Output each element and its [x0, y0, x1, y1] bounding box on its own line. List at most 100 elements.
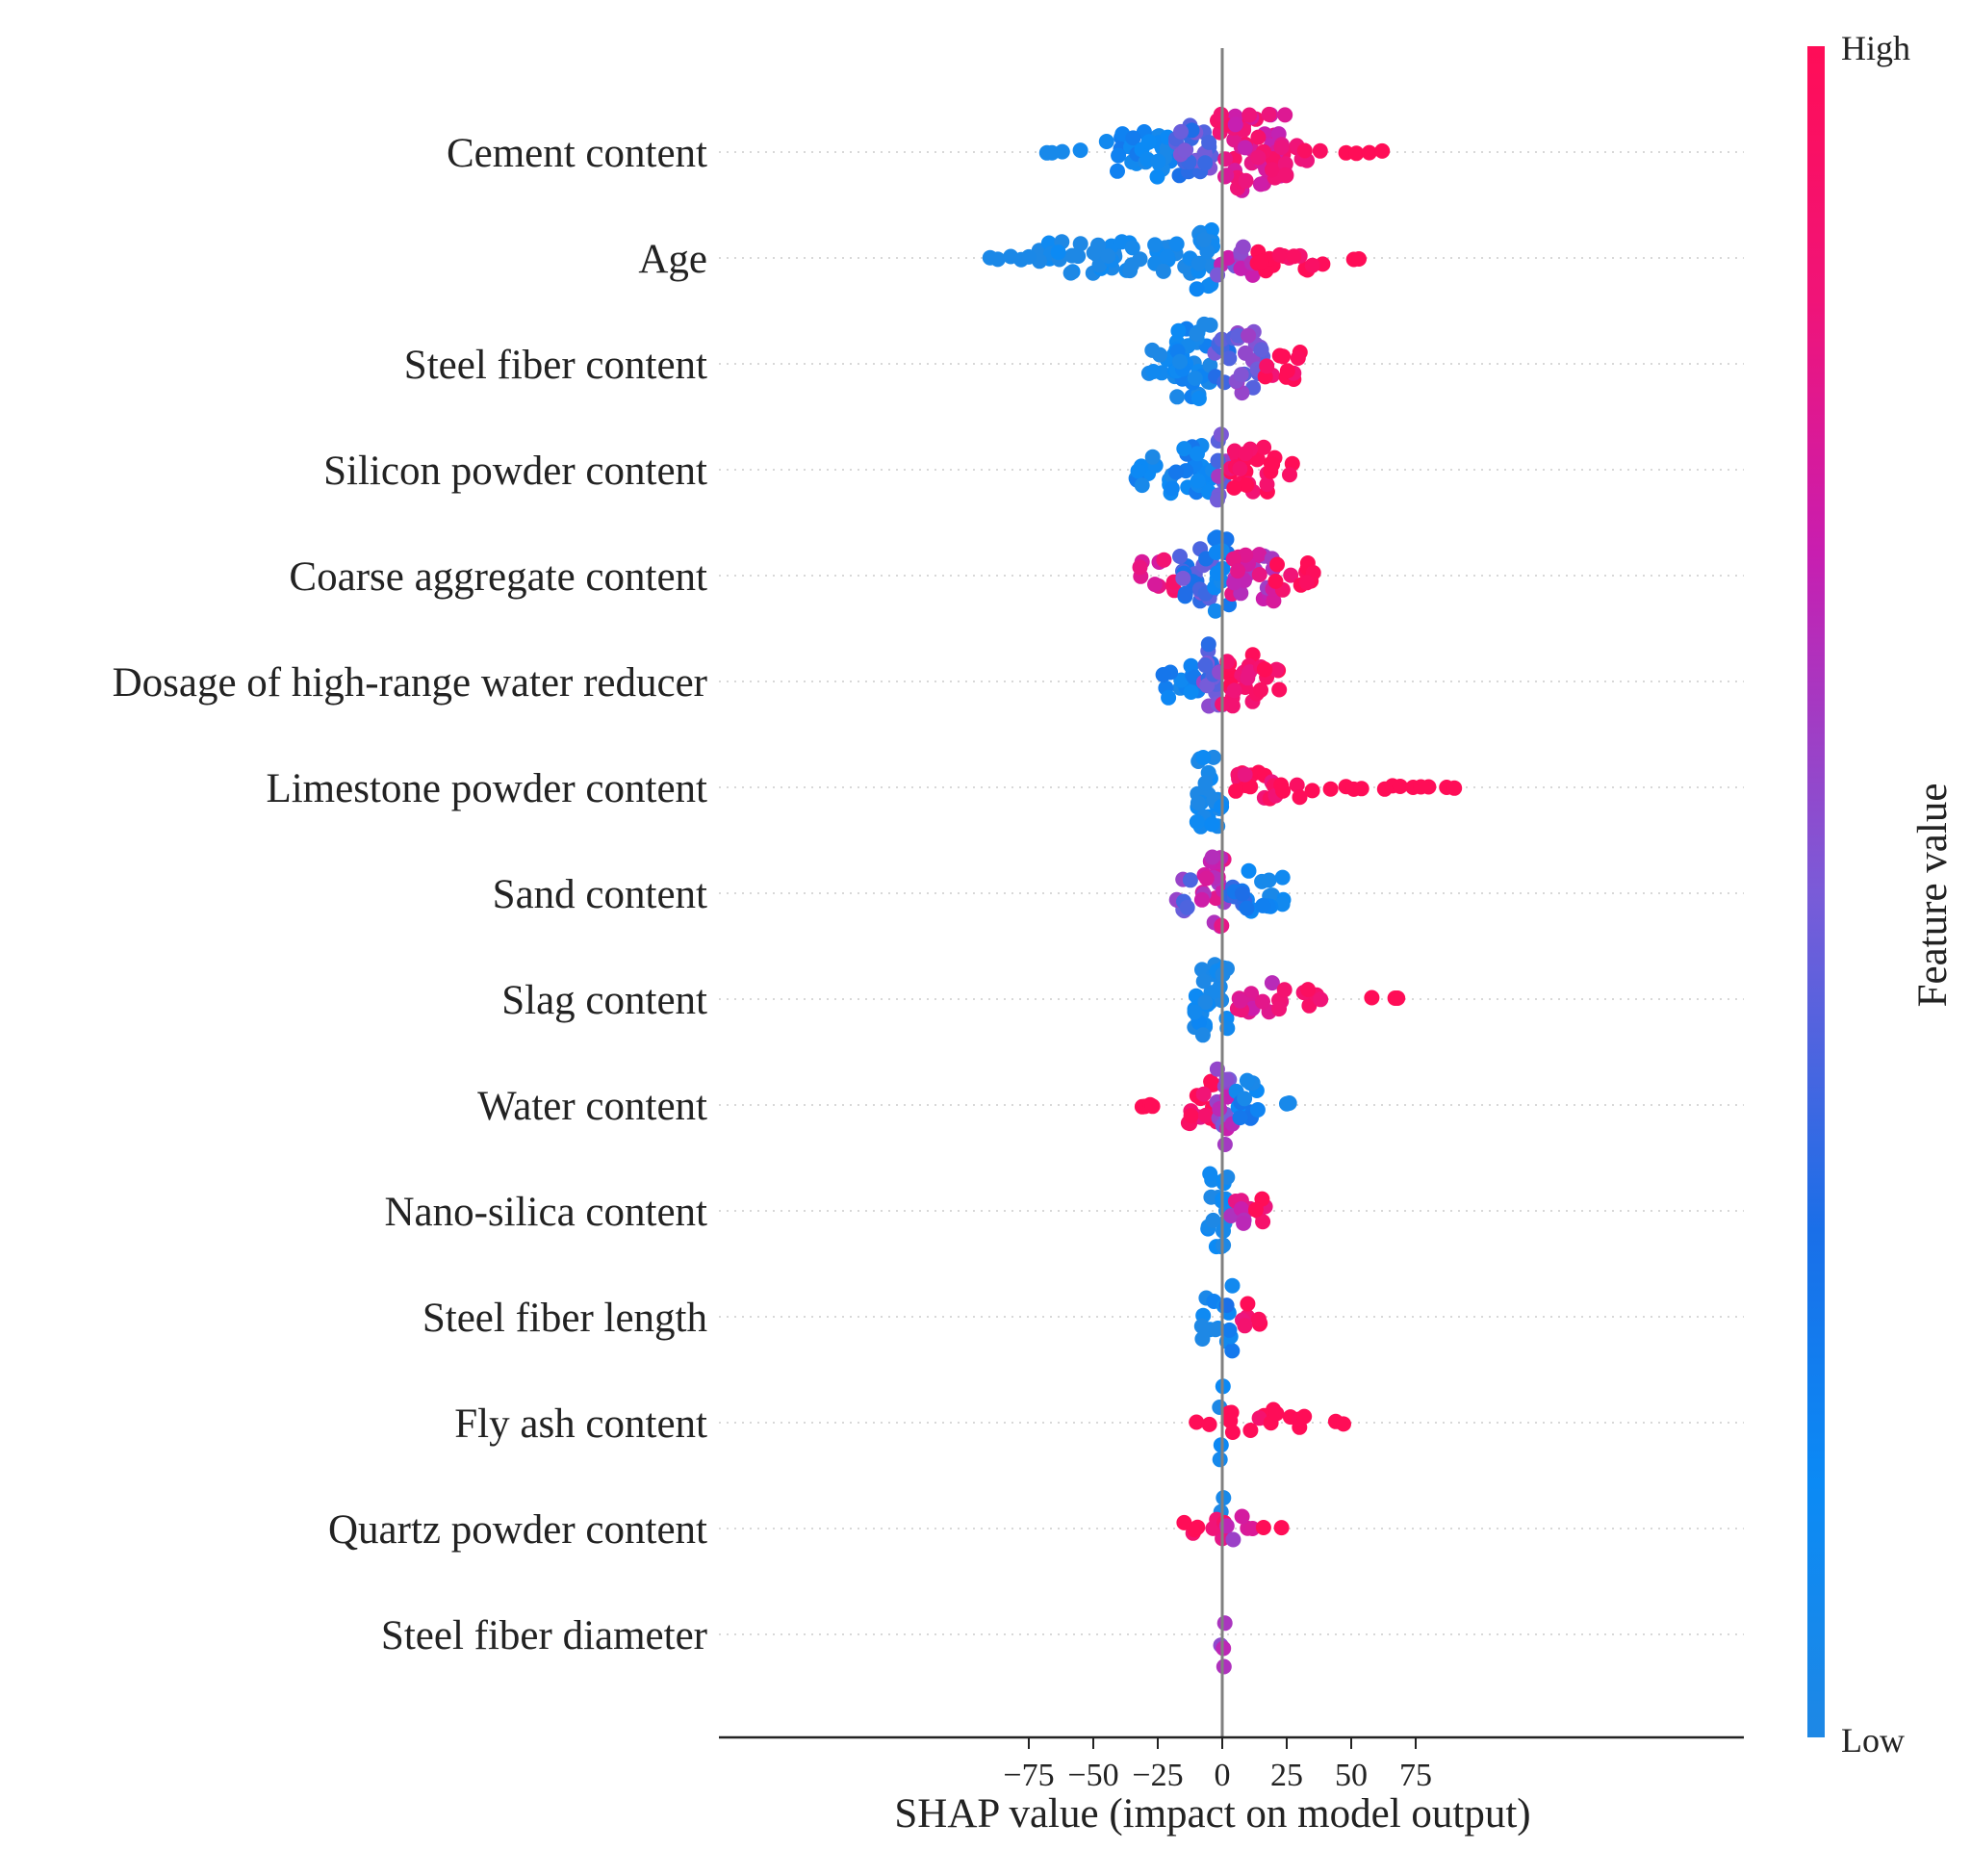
feature-row-dosage-of-high-range-water-reducer	[1155, 636, 1288, 714]
shap-point	[1208, 545, 1224, 560]
shap-point	[1271, 246, 1288, 263]
shap-point-outlier	[1201, 1416, 1217, 1432]
shap-point-outlier	[1336, 1416, 1351, 1432]
shap-point	[1189, 813, 1205, 830]
shap-point	[1282, 467, 1297, 483]
shap-point	[1198, 870, 1215, 887]
shap-point	[1125, 130, 1141, 146]
shap-point	[1313, 991, 1329, 1008]
shap-point	[1242, 779, 1259, 795]
shap-point	[1227, 116, 1243, 133]
shap-point-outlier	[1361, 144, 1377, 161]
shap-point	[1238, 172, 1254, 189]
shap-point	[1277, 156, 1293, 172]
shap-point	[1224, 1277, 1241, 1294]
shap-point	[1200, 278, 1216, 295]
x-tick-label: 25	[1270, 1758, 1303, 1793]
feature-row-fly-ash-content	[1189, 1378, 1351, 1468]
shap-point	[1234, 1508, 1250, 1525]
shap-point	[1197, 775, 1214, 791]
shap-point	[1190, 391, 1207, 406]
shap-point	[1194, 962, 1210, 978]
shap-point	[1275, 783, 1292, 799]
shap-point	[1268, 1405, 1285, 1422]
feature-label-slag-content: Slag content	[501, 978, 707, 1023]
shap-point-outlier	[1296, 142, 1313, 159]
shap-point	[1150, 153, 1166, 169]
shap-point	[1197, 1107, 1214, 1123]
shap-point	[1100, 248, 1116, 264]
shap-point	[1237, 1091, 1253, 1107]
feature-row-slag-content	[1187, 957, 1406, 1043]
shap-point	[1276, 982, 1293, 998]
shap-point	[1183, 684, 1199, 700]
shap-point	[1238, 547, 1254, 563]
shap-point	[1199, 678, 1216, 694]
shap-point	[1256, 439, 1272, 455]
x-tick-label: −75	[1003, 1758, 1054, 1793]
shap-point	[1203, 1073, 1219, 1090]
shap-point	[1176, 441, 1192, 457]
shap-point	[1255, 993, 1270, 1010]
shap-point	[1201, 134, 1217, 150]
colorbar-low-label: Low	[1841, 1721, 1905, 1760]
shap-point	[1238, 345, 1253, 361]
shap-point	[1187, 1004, 1203, 1020]
shap-point	[1239, 900, 1255, 916]
shap-point	[1149, 168, 1165, 185]
feature-row-silicon-powder-content	[1128, 426, 1300, 508]
shap-point	[1283, 567, 1299, 583]
feature-row-cement-content	[1038, 106, 1391, 198]
shap-point-outlier	[1348, 145, 1365, 162]
shap-point	[1212, 1101, 1228, 1117]
shap-point	[1273, 140, 1290, 155]
shap-point	[1200, 636, 1216, 653]
shap-point	[1194, 1027, 1211, 1043]
shap-point	[1216, 1658, 1232, 1675]
shap-point	[1193, 1318, 1210, 1334]
feature-row-nano-silica-content	[1200, 1166, 1273, 1255]
colorbar-high-label: High	[1841, 29, 1910, 67]
shap-point	[1086, 244, 1102, 261]
shap-point	[1274, 869, 1291, 886]
shap-point	[1062, 265, 1079, 281]
feature-label-steel-fiber-diameter: Steel fiber diameter	[381, 1613, 707, 1658]
shap-point	[1265, 162, 1280, 178]
shap-point	[1239, 1072, 1255, 1089]
shap-point	[1239, 477, 1255, 493]
shap-point	[1298, 575, 1315, 591]
shap-point	[1175, 570, 1191, 586]
shap-point	[1226, 682, 1242, 699]
shap-point	[1098, 134, 1114, 149]
shap-point	[1195, 973, 1212, 989]
feature-row-coarse-aggregate-content	[1132, 529, 1321, 619]
shap-point	[1251, 1410, 1267, 1426]
row-gridlines	[719, 151, 1744, 1635]
shap-point	[1155, 263, 1171, 279]
shap-point	[1232, 1110, 1248, 1126]
shap-point-outlier	[1255, 1520, 1271, 1535]
shap-point	[1177, 142, 1193, 159]
shap-point	[1134, 477, 1150, 494]
shap-point	[1155, 667, 1171, 682]
shap-point	[1197, 155, 1214, 171]
shap-point	[1216, 374, 1233, 391]
shap-point	[1190, 473, 1206, 489]
feature-row-limestone-powder-content	[1189, 749, 1463, 835]
shap-point	[1140, 134, 1157, 150]
x-axis-title: SHAP value (impact on model output)	[894, 1791, 1530, 1837]
shap-point	[1124, 240, 1140, 256]
shap-point	[1070, 248, 1087, 265]
shap-point	[1204, 849, 1220, 865]
shap-point	[1269, 556, 1285, 573]
shap-point-outlier	[1273, 1520, 1290, 1536]
shap-point	[1226, 575, 1242, 591]
shap-point	[1257, 661, 1273, 678]
shap-point	[1253, 342, 1269, 358]
shap-point-outlier	[1189, 1414, 1205, 1430]
shap-point-outlier	[1421, 779, 1437, 795]
shap-point	[1183, 1108, 1199, 1124]
shap-point	[1187, 370, 1203, 386]
feature-label-nano-silica-content: Nano-silica content	[384, 1190, 707, 1235]
shap-point	[1271, 681, 1288, 698]
